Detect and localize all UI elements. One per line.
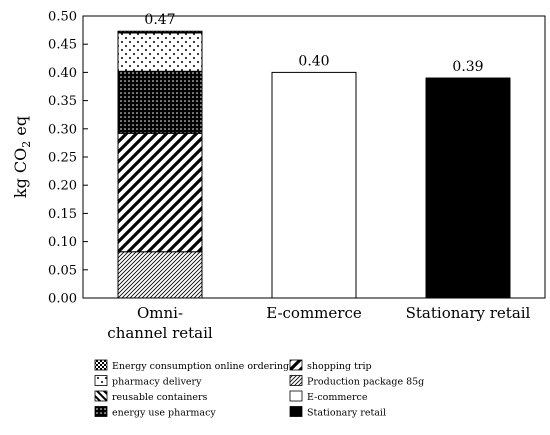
bar-value-label: 0.40 — [298, 53, 329, 69]
legend-swatch — [289, 375, 303, 386]
y-tick-label: 0.25 — [48, 151, 77, 166]
legend-label: E-commerce — [307, 392, 368, 403]
bars — [117, 30, 511, 299]
x-category-label: channel retail — [107, 324, 213, 342]
bar-segment — [117, 32, 203, 72]
legend-swatch — [94, 406, 108, 417]
y-tick-label: 0.35 — [48, 94, 77, 109]
y-tick-label: 0.15 — [48, 207, 77, 222]
x-category-label: E-commerce — [266, 304, 362, 322]
y-axis-label-main: kg CO — [11, 148, 30, 198]
legend-swatch — [94, 390, 108, 402]
legend-swatch — [289, 406, 303, 417]
bar-value-label: 0.47 — [144, 12, 175, 28]
legend-item: E-commerce — [289, 390, 368, 403]
bar-segment — [117, 132, 203, 253]
bar-segment — [117, 70, 203, 134]
legend-item: Energy consumption online ordering — [94, 359, 289, 372]
y-tick-label: 0.40 — [48, 66, 77, 81]
x-category-label: Omni- — [137, 304, 183, 322]
y-tick-label: 0.00 — [48, 292, 77, 307]
y-tick-label: 0.10 — [48, 235, 77, 250]
legend-item: Stationary retail — [289, 406, 386, 419]
legend-label: Stationary retail — [307, 408, 386, 419]
plot-border — [82, 15, 546, 299]
y-axis-label-subscript: 2 — [20, 141, 33, 148]
y-tick-label: 0.05 — [48, 263, 77, 278]
legend-label: Production package 85g — [307, 377, 424, 388]
y-axis-label-suffix: eq — [11, 116, 30, 141]
legend-item: reusable containers — [94, 390, 208, 403]
bar-value-label: 0.39 — [452, 59, 483, 75]
x-category-label: Stationary retail — [406, 304, 531, 322]
legend-label: Energy consumption online ordering — [112, 361, 289, 372]
plot-frame — [82, 15, 546, 299]
legend-item: Production package 85g — [289, 375, 424, 388]
legend-label: shopping trip — [307, 361, 372, 372]
legend-swatch — [289, 390, 303, 402]
y-tick-label: 0.45 — [48, 38, 77, 53]
x-axis-labels: Omni-channel retail E-commerce Stationary … — [107, 304, 530, 342]
legend-label: reusable containers — [112, 392, 208, 403]
legend-item: pharmacy delivery — [94, 375, 202, 388]
y-axis-label: kg CO2 eq — [11, 116, 33, 198]
y-tick-label: 0.20 — [48, 179, 77, 194]
legend-item: energy use pharmacy — [94, 406, 216, 419]
legend: Energy consumption online ordering shoppi… — [94, 359, 424, 419]
legend-swatch — [289, 359, 303, 371]
legend-label: energy use pharmacy — [112, 408, 216, 419]
legend-label: pharmacy delivery — [112, 377, 202, 388]
legend-item: shopping trip — [289, 359, 372, 372]
bar-segment — [117, 251, 203, 299]
bar-segment — [425, 77, 511, 299]
y-tick-label: 0.30 — [48, 122, 77, 137]
bar-segment — [117, 30, 203, 33]
y-axis-title: kg CO2 eq — [11, 116, 33, 198]
legend-swatch — [94, 375, 108, 386]
y-tick-label: 0.50 — [48, 10, 77, 25]
legend-swatch — [94, 359, 108, 371]
y-axis-ticks: 0.00 0.05 0.10 0.15 0.20 0.25 0.30 0.35 0.40 0.45… — [48, 10, 88, 307]
bar-segment — [271, 71, 357, 299]
